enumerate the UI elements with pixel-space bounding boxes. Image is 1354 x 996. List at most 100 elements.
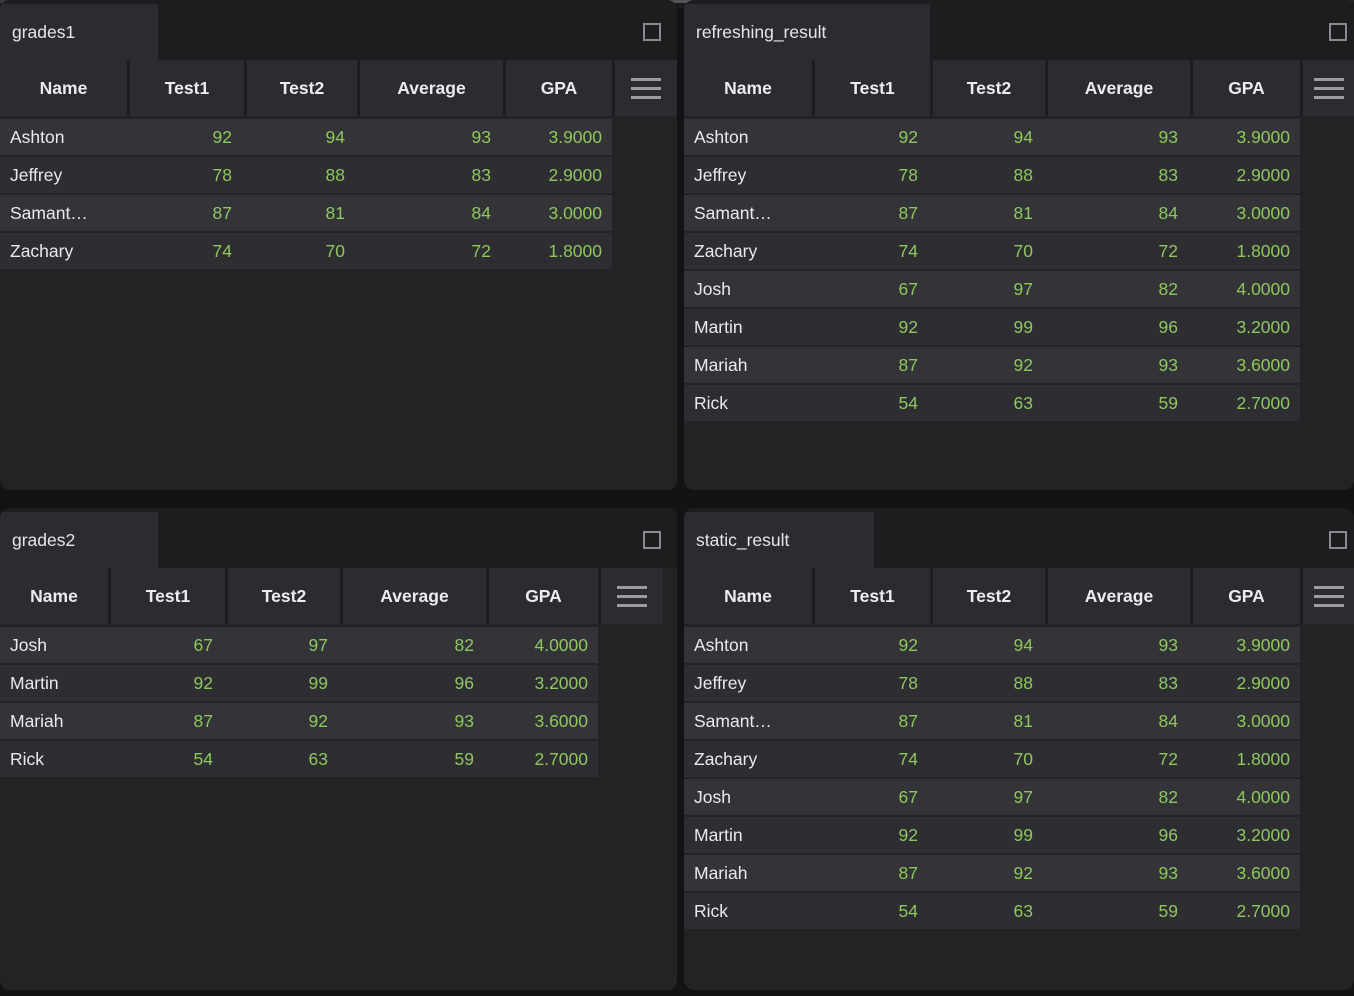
maximize-icon[interactable] (1329, 23, 1347, 41)
table-row[interactable]: Zachary 74 70 72 1.8000 (684, 233, 1300, 269)
table-body: Ashton 92 94 93 3.9000 Jeffrey 78 88 83 … (684, 119, 1354, 421)
cell-test2: 70 (1013, 748, 1033, 769)
tab-grades2[interactable]: grades2 (0, 512, 158, 568)
table-row[interactable]: Mariah 87 92 93 3.6000 (684, 855, 1300, 891)
column-header-test2[interactable]: Test2 (228, 568, 340, 624)
cell-average: 96 (1158, 824, 1178, 845)
table-row[interactable]: Mariah 87 92 93 3.6000 (684, 347, 1300, 383)
table-row[interactable]: Samant… 87 81 84 3.0000 (684, 703, 1300, 739)
table-row[interactable]: Martin 92 99 96 3.2000 (0, 665, 598, 701)
table-row[interactable]: Ashton 92 94 93 3.9000 (0, 119, 612, 155)
column-header-test2[interactable]: Test2 (247, 60, 357, 116)
column-header-average[interactable]: Average (343, 568, 486, 624)
cell-test2: 63 (1013, 900, 1033, 921)
cell-gpa: 1.8000 (1236, 748, 1290, 769)
table-row[interactable]: Rick 54 63 59 2.7000 (684, 893, 1300, 929)
cell-test2: 88 (325, 164, 345, 185)
cell-test1: 87 (212, 202, 232, 223)
cell-gpa: 3.6000 (534, 710, 588, 731)
column-header-name[interactable]: Name (0, 568, 108, 624)
column-header-gpa[interactable]: GPA (1193, 568, 1300, 624)
cell-name: Jeffrey (694, 672, 747, 693)
table-row[interactable]: Zachary 74 70 72 1.8000 (684, 741, 1300, 777)
tab-bar: grades2 (0, 508, 677, 568)
table-options-cell[interactable] (601, 568, 663, 624)
menu-icon[interactable] (617, 585, 647, 607)
table-row[interactable]: Samant… 87 81 84 3.0000 (0, 195, 612, 231)
cell-test1: 54 (193, 748, 213, 769)
cell-gpa: 2.9000 (1236, 672, 1290, 693)
cell-average: 93 (454, 710, 474, 731)
cell-name: Ashton (694, 126, 749, 147)
cell-name: Samant… (10, 202, 88, 223)
cell-name: Zachary (10, 240, 74, 261)
tab-static-result[interactable]: static_result (684, 512, 874, 568)
cell-test2: 99 (1013, 316, 1033, 337)
cell-test2: 94 (1013, 126, 1033, 147)
cell-name: Josh (694, 278, 731, 299)
column-header-average[interactable]: Average (1048, 60, 1190, 116)
cell-gpa: 3.0000 (548, 202, 602, 223)
menu-icon[interactable] (1313, 585, 1344, 607)
cell-average: 96 (1158, 316, 1178, 337)
maximize-icon[interactable] (643, 531, 661, 549)
column-header-name[interactable]: Name (684, 568, 812, 624)
table-row[interactable]: Rick 54 63 59 2.7000 (0, 741, 598, 777)
column-header-gpa[interactable]: GPA (1193, 60, 1300, 116)
table-row[interactable]: Josh 67 97 82 4.0000 (684, 271, 1300, 307)
maximize-icon[interactable] (643, 23, 661, 41)
cell-gpa: 2.7000 (534, 748, 588, 769)
table-row[interactable]: Ashton 92 94 93 3.9000 (684, 627, 1300, 663)
menu-icon[interactable] (631, 77, 661, 99)
cell-average: 82 (1158, 278, 1178, 299)
table-row[interactable]: Jeffrey 78 88 83 2.9000 (684, 157, 1300, 193)
cell-name: Samant… (694, 202, 772, 223)
column-header-average[interactable]: Average (360, 60, 503, 116)
table-row[interactable]: Jeffrey 78 88 83 2.9000 (684, 665, 1300, 701)
table-row[interactable]: Zachary 74 70 72 1.8000 (0, 233, 612, 269)
cell-test2: 99 (1013, 824, 1033, 845)
table-header: Name Test1 Test2 Average GPA (0, 60, 677, 116)
column-header-test1[interactable]: Test1 (815, 60, 930, 116)
column-header-test1[interactable]: Test1 (815, 568, 930, 624)
cell-average: 93 (1158, 126, 1178, 147)
maximize-icon[interactable] (1329, 531, 1347, 549)
cell-average: 93 (471, 126, 491, 147)
table-options-cell[interactable] (1303, 568, 1354, 624)
column-header-gpa[interactable]: GPA (489, 568, 598, 624)
column-header-test1[interactable]: Test1 (111, 568, 225, 624)
table-row[interactable]: Mariah 87 92 93 3.6000 (0, 703, 598, 739)
column-header-gpa[interactable]: GPA (506, 60, 612, 116)
table-row[interactable]: Jeffrey 78 88 83 2.9000 (0, 157, 612, 193)
tab-refreshing-result[interactable]: refreshing_result (684, 4, 930, 60)
cell-test1: 78 (898, 164, 918, 185)
cell-test2: 94 (325, 126, 345, 147)
tab-grades1[interactable]: grades1 (0, 4, 158, 60)
cell-test1: 74 (212, 240, 232, 261)
cell-test1: 67 (898, 786, 918, 807)
table-row[interactable]: Samant… 87 81 84 3.0000 (684, 195, 1300, 231)
table-options-cell[interactable] (1303, 60, 1354, 116)
column-header-test2[interactable]: Test2 (933, 60, 1045, 116)
cell-average: 84 (1158, 710, 1178, 731)
table-row[interactable]: Rick 54 63 59 2.7000 (684, 385, 1300, 421)
cell-test1: 78 (898, 672, 918, 693)
cell-test1: 92 (898, 634, 918, 655)
tab-bar: refreshing_result (684, 0, 1354, 60)
menu-icon[interactable] (1313, 77, 1344, 99)
column-header-test1[interactable]: Test1 (130, 60, 244, 116)
table-row[interactable]: Josh 67 97 82 4.0000 (684, 779, 1300, 815)
table-row[interactable]: Josh 67 97 82 4.0000 (0, 627, 598, 663)
cell-test2: 88 (1013, 164, 1033, 185)
table-options-cell[interactable] (615, 60, 677, 116)
column-header-average[interactable]: Average (1048, 568, 1190, 624)
column-header-name[interactable]: Name (0, 60, 127, 116)
table-row[interactable]: Ashton 92 94 93 3.9000 (684, 119, 1300, 155)
cell-gpa: 3.2000 (1236, 824, 1290, 845)
column-header-name[interactable]: Name (684, 60, 812, 116)
table-row[interactable]: Martin 92 99 96 3.2000 (684, 817, 1300, 853)
column-header-test2[interactable]: Test2 (933, 568, 1045, 624)
cell-test1: 54 (898, 900, 918, 921)
cell-name: Josh (10, 634, 47, 655)
table-row[interactable]: Martin 92 99 96 3.2000 (684, 309, 1300, 345)
